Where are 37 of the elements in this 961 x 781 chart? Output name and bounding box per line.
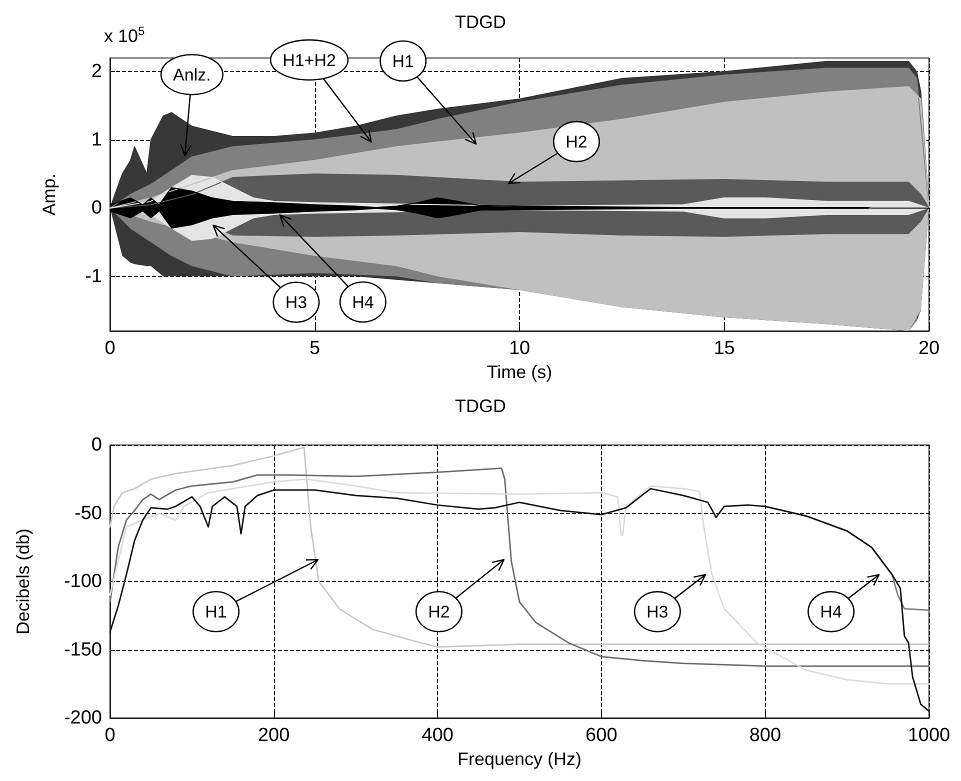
annotation: H3 [646, 602, 668, 622]
y-tick-label: -1 [85, 266, 102, 287]
x-tick-label: 600 [586, 725, 618, 746]
chart-title: TDGD [455, 396, 506, 416]
annotation: H2 [566, 132, 588, 152]
x-axis-title: Frequency (Hz) [457, 748, 582, 769]
x-tick-label: 0 [104, 338, 116, 359]
y-tick-label: -50 [74, 502, 102, 524]
y-tick-label: 1 [91, 129, 102, 150]
x-tick-label: 400 [422, 725, 454, 746]
y-tick-label: 0 [91, 434, 102, 456]
x-axis-title: Time (s) [486, 362, 552, 382]
x-tick-label: 10 [508, 338, 530, 359]
y-axis-title: Amp. [39, 173, 59, 216]
annotation: H1+H2 [282, 50, 336, 70]
annotation: H4 [820, 602, 842, 622]
x-tick-label: 0 [104, 725, 116, 746]
y-tick-label: 0 [91, 198, 102, 219]
y-tick-label: -200 [64, 708, 102, 728]
annotation: H4 [352, 292, 374, 312]
annotation: H1 [392, 52, 414, 71]
x-tick-label: 200 [258, 725, 290, 746]
x-tick-label: 800 [749, 725, 782, 746]
x-tick-label: 5 [309, 338, 320, 359]
y-tick-label: -100 [64, 571, 102, 592]
annotation: H2 [428, 602, 450, 622]
y-tick-label: 2 [91, 61, 102, 82]
x-tick-label: 20 [918, 338, 940, 359]
y-axis-title: Decibels (db) [13, 528, 33, 635]
x-tick-label: 15 [714, 338, 735, 359]
y-tick-label: -150 [64, 639, 102, 660]
text: x 10$^{5}$ [104, 24, 145, 47]
annotation: H3 [285, 293, 308, 312]
annotation: H1 [205, 602, 227, 622]
x-tick-label: 1000 [908, 725, 950, 746]
chart-title: TDGD [455, 12, 506, 32]
annotation: Anlz. [173, 66, 211, 85]
